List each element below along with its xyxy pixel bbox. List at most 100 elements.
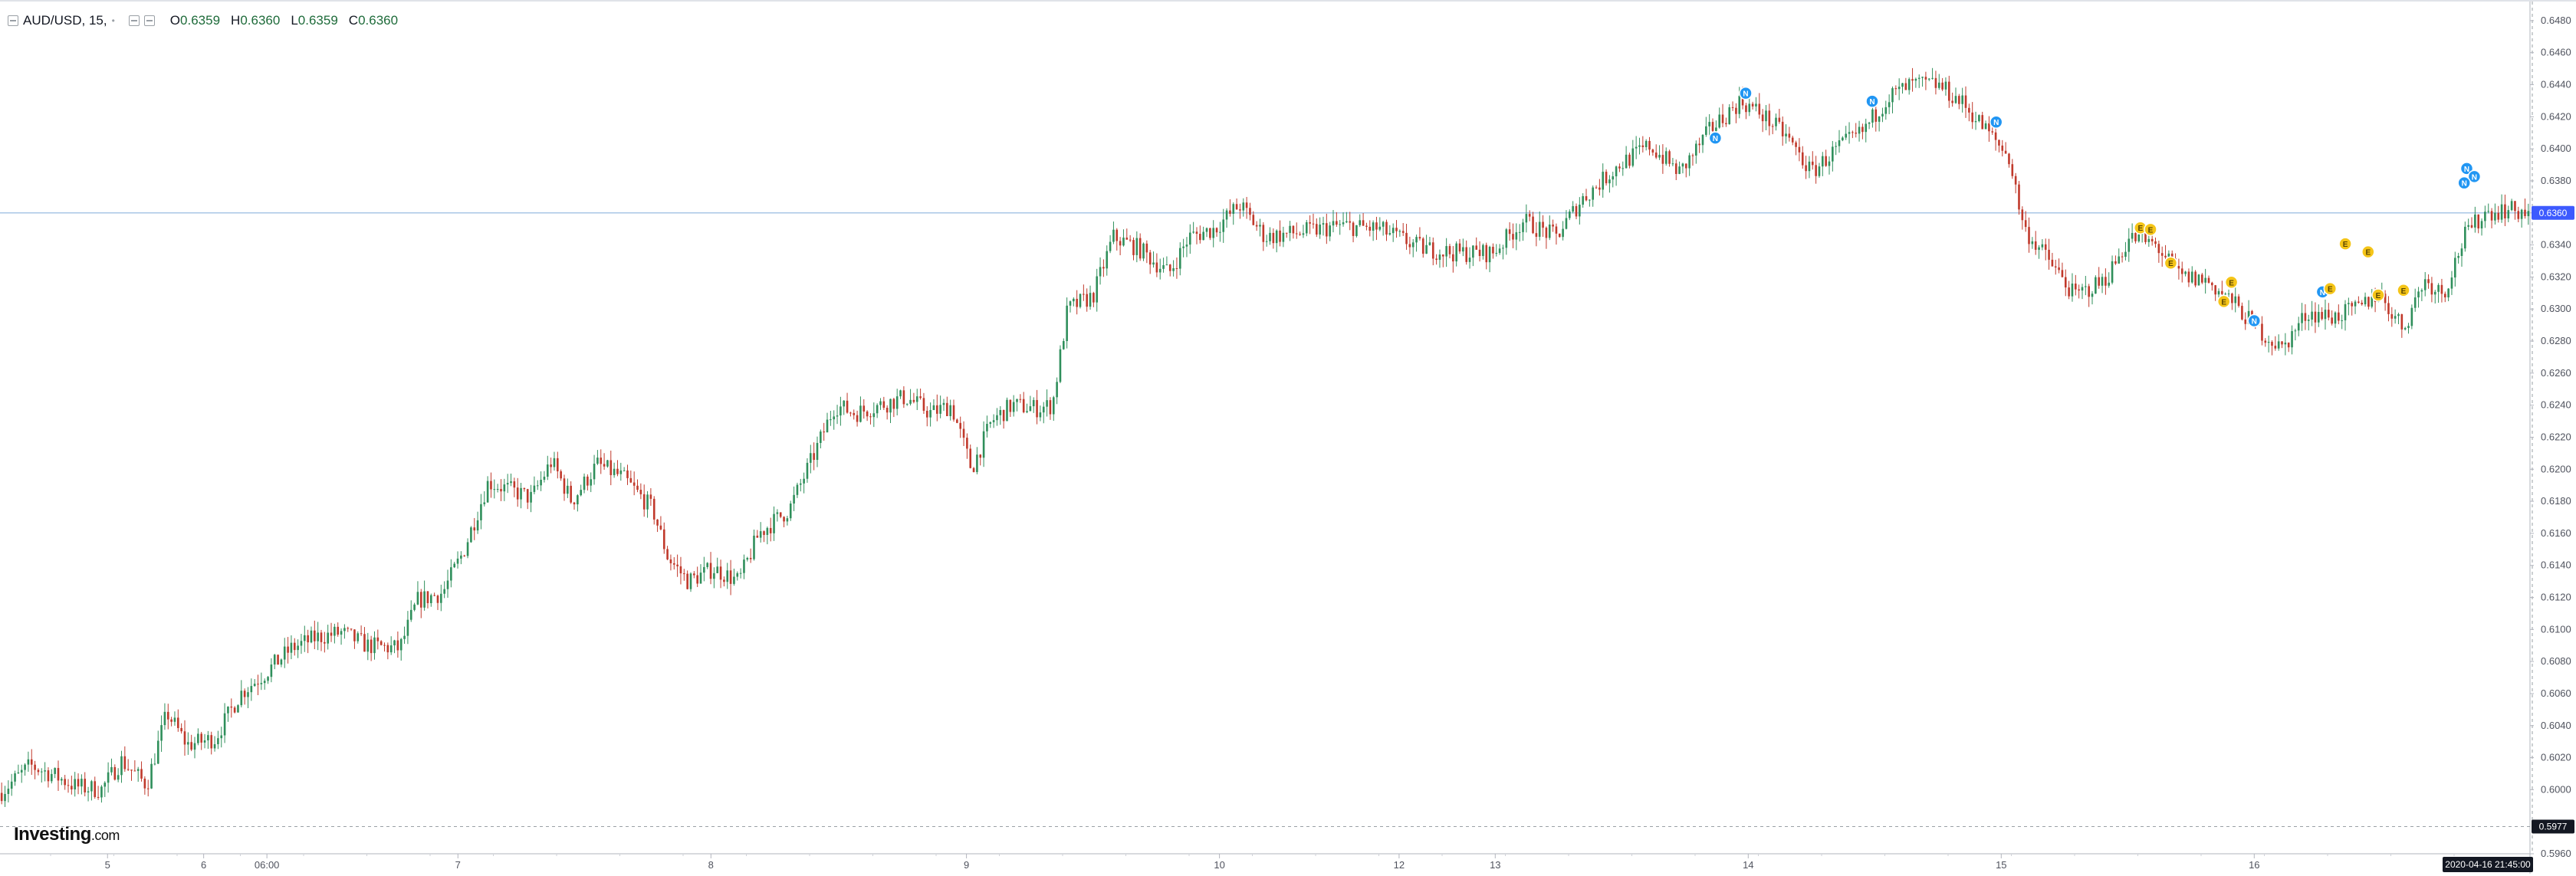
economic-event-marker[interactable]	[2371, 288, 2385, 302]
candle-body	[2494, 212, 2496, 221]
legend-close-icon[interactable]	[143, 15, 155, 26]
candle-body	[613, 468, 616, 475]
candle-body	[793, 494, 795, 504]
candle-body	[1528, 214, 1531, 217]
economic-event-marker[interactable]	[2323, 281, 2338, 296]
candle-body	[1245, 202, 1248, 208]
candle-body	[1974, 121, 1977, 123]
candle-body	[1644, 140, 1648, 147]
candle-body	[632, 482, 636, 486]
candle-body	[2114, 261, 2117, 264]
event-marker-letter: E	[2401, 287, 2407, 296]
candle-body	[666, 549, 669, 559]
candle-body	[1948, 81, 1950, 101]
economic-event-marker[interactable]	[2397, 284, 2410, 297]
candle-body	[1178, 248, 1181, 269]
candle-body	[1022, 399, 1025, 412]
legend-symbol: AUD/USD, 15,	[23, 13, 107, 28]
news-event-marker[interactable]	[2467, 169, 2482, 184]
candle-body	[733, 576, 735, 584]
candle-body	[895, 396, 899, 409]
candle-body	[2344, 303, 2347, 320]
candle-body	[879, 401, 882, 405]
candle-body	[830, 419, 832, 421]
y-tick-label: 0.5960	[2541, 848, 2571, 859]
candle-body	[1628, 154, 1631, 166]
candle-body	[1558, 233, 1561, 238]
economic-event-marker[interactable]	[2361, 244, 2375, 259]
candle-body	[1651, 149, 1654, 153]
news-event-marker[interactable]	[2457, 176, 2471, 190]
economic-event-marker[interactable]	[2224, 275, 2239, 290]
candle-body	[2098, 277, 2100, 286]
candle-body	[1322, 223, 1325, 225]
candle-body	[2311, 311, 2313, 320]
collapse-legend-icon[interactable]	[8, 15, 18, 26]
y-tick-label: 0.6120	[2541, 592, 2571, 603]
candle-body	[1711, 122, 1714, 131]
candle-body	[1312, 223, 1315, 225]
legend-open: O0.6359	[169, 13, 221, 28]
candle-body	[769, 527, 772, 533]
y-tick-label: 0.6080	[2541, 655, 2571, 667]
candle-body	[200, 733, 202, 743]
candle-body	[353, 629, 356, 641]
candle-body	[1252, 215, 1255, 225]
news-event-marker[interactable]	[1708, 131, 1723, 145]
candle-body	[1815, 165, 1817, 176]
candle-body	[1875, 109, 1878, 122]
candle-body	[506, 483, 509, 485]
candle-body	[2088, 286, 2090, 297]
event-marker-letter: E	[2221, 298, 2226, 307]
candle-body	[753, 535, 755, 559]
candle-body	[969, 448, 972, 468]
candle-body	[693, 573, 695, 576]
economic-event-marker[interactable]	[2164, 256, 2178, 270]
candle-body	[1512, 234, 1514, 240]
candle-body	[763, 531, 765, 535]
candle-body	[1808, 161, 1811, 172]
candle-body	[2184, 271, 2187, 274]
legend-high: H0.6360	[231, 13, 281, 28]
candle-body	[866, 411, 869, 417]
candle-body	[376, 637, 380, 641]
candle-body	[370, 639, 373, 654]
economic-event-marker[interactable]	[2338, 237, 2352, 251]
candle-body	[30, 759, 33, 765]
candle-body	[1435, 258, 1438, 261]
candle-body	[490, 481, 492, 490]
news-event-marker[interactable]	[1739, 86, 1753, 100]
y-tick-label: 0.6160	[2541, 527, 2571, 539]
candle-body	[642, 494, 646, 510]
candle-body	[1648, 140, 1651, 150]
candle-body	[1654, 153, 1658, 158]
candle-body	[826, 419, 829, 433]
candle-body	[2121, 256, 2124, 258]
candle-body	[1791, 137, 1794, 143]
candle-body	[1778, 117, 1781, 122]
candle-body	[810, 453, 812, 463]
news-event-marker[interactable]	[1865, 94, 1879, 108]
candle-body	[1971, 112, 1973, 123]
candle-body	[915, 396, 918, 402]
economic-event-marker[interactable]	[2144, 222, 2157, 237]
legend-settings-icon[interactable]	[128, 15, 140, 26]
candle-body	[2008, 153, 2010, 165]
candle-body	[1941, 82, 1944, 90]
candle-body	[2354, 301, 2357, 307]
candle-body	[1395, 228, 1398, 231]
economic-event-marker[interactable]	[2216, 294, 2231, 309]
news-event-marker[interactable]	[1989, 115, 2003, 129]
candle-body	[1608, 179, 1611, 184]
candle-body	[1758, 103, 1761, 115]
candle-body	[1418, 237, 1421, 239]
candle-body	[1259, 225, 1261, 227]
candle-body	[383, 645, 386, 646]
candle-body	[263, 681, 266, 684]
news-event-marker[interactable]	[2247, 313, 2262, 328]
candle-body	[314, 630, 316, 641]
candle-body	[2137, 234, 2141, 241]
candle-body	[1086, 294, 1088, 307]
